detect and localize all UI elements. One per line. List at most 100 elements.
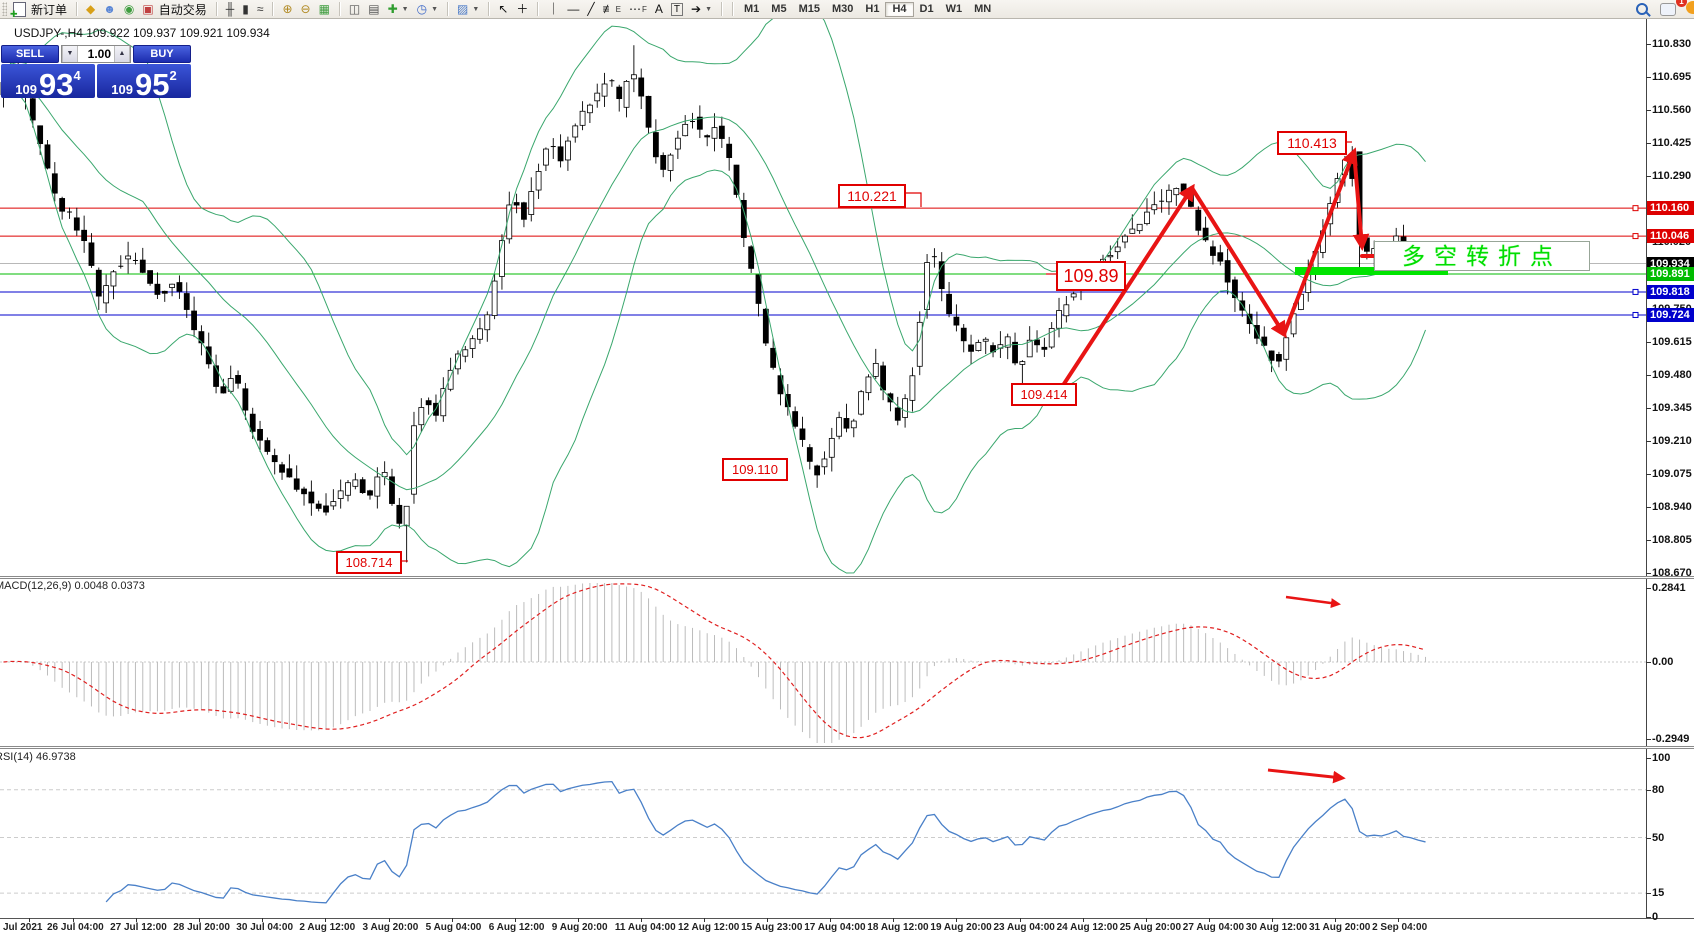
timeframe-m1[interactable]: M1 [744,2,760,15]
line-handle[interactable] [1632,205,1639,212]
price-annotation[interactable]: 109.89 [1056,261,1126,291]
price-axis-label[interactable]: 109.210 [1652,434,1692,447]
time-axis-label[interactable]: 25 Aug 20:00 [1119,922,1182,933]
volume-stepper[interactable]: ▼ ▲ [61,45,131,63]
time-axis-label[interactable]: 2 Sep 04:00 [1372,922,1428,933]
cursor-icon[interactable]: ↖ [494,1,512,17]
timeframe-h1[interactable]: H1 [865,2,880,15]
timeframe-m5[interactable]: M5 [771,2,787,15]
trendline-icon[interactable]: ╱ [583,1,598,17]
new-order-button[interactable]: 新订单 [9,1,71,20]
sell-button[interactable]: SELL [1,45,59,63]
price-annotation[interactable]: 110.413 [1277,131,1347,155]
gold-icon[interactable]: ◆ [82,1,99,17]
tile-windows-icon[interactable]: ▦ [315,1,334,17]
label-icon[interactable]: T [667,1,687,17]
timeframe-mn[interactable]: MN [974,2,992,15]
pane-separator[interactable] [0,576,1694,579]
price-axis-label[interactable]: 110.560 [1652,104,1692,117]
price-axis-label[interactable]: 110.425 [1652,137,1692,150]
price-axis-label[interactable]: 109.615 [1652,335,1692,348]
price-annotation[interactable]: 108.714 [336,551,402,574]
time-axis-label[interactable]: 6 Aug 12:00 [488,922,545,933]
volume-input[interactable] [78,46,114,62]
profiles-icon[interactable]: ◫ [345,1,364,17]
time-axis-label[interactable]: 3 Aug 20:00 [362,922,419,933]
price-axis-label[interactable]: 110.830 [1652,38,1692,50]
bull-bear-turning-point-note[interactable]: 多空转折点 [1374,241,1590,271]
price-axis-label[interactable]: 109.075 [1652,467,1692,480]
chat-icon[interactable]: 1 [1656,0,1687,17]
price-axis-label[interactable]: 110.290 [1652,170,1692,183]
time-axis-label[interactable]: 11 Aug 04:00 [614,922,676,933]
zoom-in-button[interactable]: ⊕ [278,1,296,17]
zoom-out-button[interactable]: ⊖ [297,1,315,17]
price-axis-label[interactable]: 108.805 [1652,534,1692,547]
time-axis-label[interactable]: 9 Aug 20:00 [551,922,608,933]
trend-arrow[interactable] [1282,147,1358,336]
time-axis-label[interactable]: 15 Aug 23:00 [741,922,803,933]
bar-chart-icon[interactable]: ╫ [222,1,239,17]
macd-direction-arrow[interactable] [1285,595,1341,609]
time-axis-label[interactable]: 31 Aug 20:00 [1309,922,1371,933]
timeframe-w1[interactable]: W1 [945,2,963,15]
price-axis-label[interactable]: 108.940 [1652,501,1692,514]
time-axis-label[interactable]: 26 Jul 04:00 [47,922,104,933]
line-handle[interactable] [1632,311,1639,318]
volume-up-button[interactable]: ▲ [114,46,130,62]
community-icon[interactable]: ☻ [99,1,120,17]
bid-price[interactable]: 109 93 4 [1,64,95,100]
time-axis-label[interactable]: 19 Aug 20:00 [930,922,992,933]
candlestick-icon[interactable]: ▮ [238,1,253,17]
search-icon[interactable] [1632,1,1652,17]
time-axis-label[interactable]: 17 Aug 04:00 [804,922,866,933]
trend-arrow[interactable] [1190,186,1287,339]
timeframe-m15[interactable]: M15 [798,2,820,15]
timeframe-m30[interactable]: M30 [831,2,854,15]
price-annotation[interactable]: 109.414 [1011,383,1077,406]
line-handle[interactable] [1632,233,1639,240]
price-axis-label[interactable]: 109.345 [1652,401,1692,414]
signals-icon[interactable]: ◉ [120,1,138,17]
time-axis-label[interactable]: 28 Jul 20:00 [173,922,230,933]
time-axis-label[interactable]: 24 Aug 12:00 [1056,922,1118,933]
price-annotation[interactable]: 109.110 [722,458,788,481]
timeframe-d1[interactable]: D1 [919,2,934,15]
channels-icon[interactable]: ⋯ F [628,2,647,16]
buy-button[interactable]: BUY [133,45,191,63]
autotrading-button[interactable]: ▣ 自动交易 [142,2,207,17]
support-zone-highlight[interactable] [1295,267,1448,275]
text-icon[interactable]: A [651,1,667,17]
rsi-direction-arrow[interactable] [1267,768,1346,784]
add-indicator-button[interactable]: ✚ ▼ [387,2,409,16]
vertical-line-icon[interactable]: ｜ [543,1,563,17]
orange-notification-icon[interactable] [1686,1,1694,14]
line-chart-icon[interactable]: ≈ [253,1,268,17]
time-axis-label[interactable]: Jul 2021 [3,922,43,933]
time-axis-label[interactable]: 12 Aug 12:00 [678,922,740,933]
time-axis-label[interactable]: 30 Aug 12:00 [1245,922,1308,933]
shapes-button[interactable]: ➔ ▼ [691,2,712,16]
volume-down-button[interactable]: ▼ [62,46,78,62]
timeframe-h4[interactable]: H4 [885,1,914,17]
period-button[interactable]: ◷ ▼ [416,2,439,16]
time-axis-label[interactable]: 30 Jul 04:00 [236,922,294,933]
crosshair-icon[interactable]: ＋ [512,1,532,17]
line-handle[interactable] [1632,288,1639,295]
ask-price[interactable]: 109 95 2 [97,64,191,100]
time-axis-label[interactable]: 2 Aug 12:00 [299,922,356,933]
price-axis-label[interactable]: 108.670 [1652,567,1692,580]
time-axis-label[interactable]: 27 Jul 12:00 [110,922,167,933]
templates-button[interactable]: ▨ ▼ [457,2,480,16]
data-window-icon[interactable]: ▤ [364,1,383,17]
fibonacci-icon[interactable]: ≢ E [602,2,621,16]
price-axis-label[interactable]: 109.480 [1652,368,1692,381]
time-axis-label[interactable]: 27 Aug 04:00 [1182,922,1245,933]
time-axis-label[interactable]: 5 Aug 04:00 [425,922,482,933]
trend-arrow[interactable] [1352,150,1370,252]
price-axis-label[interactable]: 110.695 [1652,71,1692,84]
pane-separator[interactable] [0,746,1694,749]
horizontal-line-icon[interactable]: — [563,1,583,17]
time-axis-label[interactable]: 18 Aug 12:00 [867,922,929,933]
